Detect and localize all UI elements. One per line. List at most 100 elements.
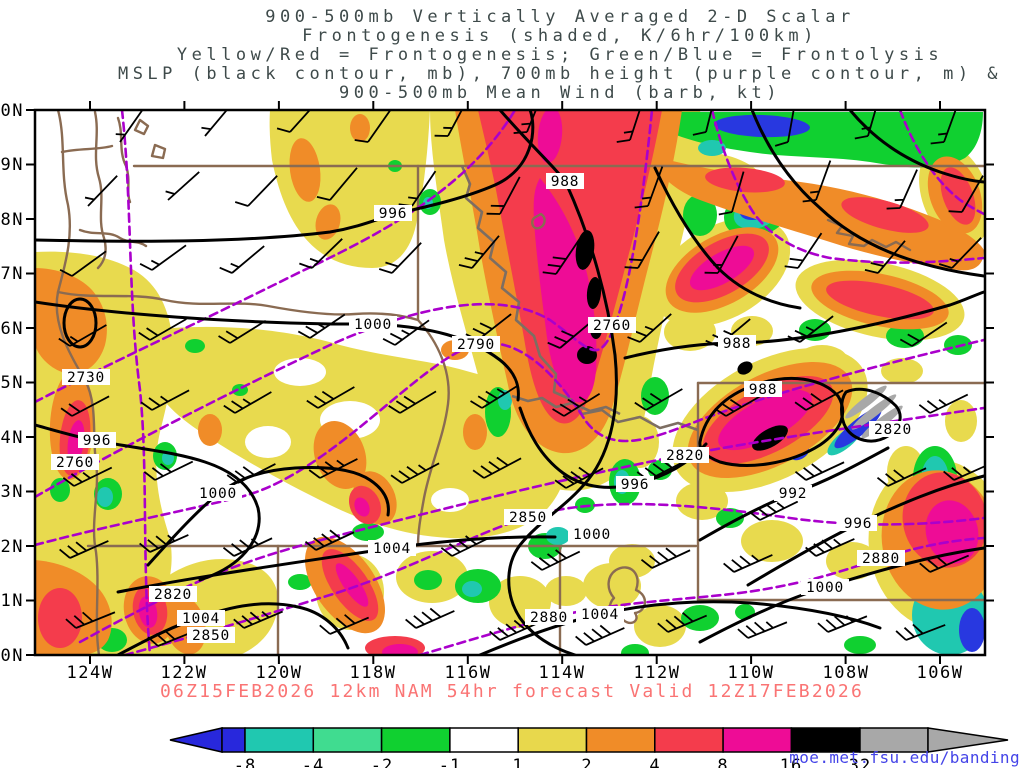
cbar-tick: -4 (302, 756, 324, 768)
mslp-contour-label: 1004 (177, 610, 225, 627)
title-line-2: Frontogenesis (shaded, K/6hr/100km) (302, 26, 818, 46)
lat-label: 48N (0, 210, 24, 230)
lon-label: 108W (823, 663, 870, 683)
mslp-value: 996 (621, 477, 650, 493)
mslp-value: 1000 (573, 527, 611, 543)
longitude-axis-labels: 124W 122W 120W 118W 116W 114W 112W 110W … (67, 663, 964, 683)
forecast-valid-line: 06Z15FEB2026 12km NAM 54hr forecast Vali… (160, 681, 864, 702)
cbar-tick: 4 (649, 756, 660, 768)
colorbar-over-arrow (927, 727, 1009, 753)
cbar-tick: -8 (234, 756, 256, 768)
colorbar-band (380, 727, 451, 753)
frontogenesis-shading (35, 110, 985, 655)
height-value: 2730 (67, 370, 105, 386)
mslp-contour-label: 988 (718, 335, 756, 352)
cbar-tick: -1 (439, 756, 461, 768)
cbar-tick: 1 (512, 756, 523, 768)
colorbar-band (722, 727, 793, 753)
mslp-value: 996 (83, 433, 112, 449)
lat-label: 43N (0, 482, 24, 502)
colorbar-tick-labels: -8 -4 -2 -1 1 2 4 8 16 32 (234, 756, 871, 768)
lon-label: 122W (161, 663, 208, 683)
wind-barb (218, 235, 266, 278)
height-contour-label: 2850 (504, 509, 552, 526)
colorbar-band (517, 727, 588, 753)
lon-label: 120W (256, 663, 303, 683)
height-value: 2760 (56, 455, 94, 471)
mslp-value: 1000 (199, 486, 237, 502)
height-value: 2880 (530, 610, 568, 626)
title-line-4: MSLP (black contour, mb), 700mb height (… (118, 64, 1002, 84)
colorbar-band (244, 727, 315, 753)
lat-label: 47N (0, 264, 24, 284)
mslp-contour-label: 1000 (194, 485, 242, 502)
height-contour-label: 2760 (588, 317, 636, 334)
mslp-value: 1000 (354, 317, 392, 333)
height-contour-label: 2850 (187, 627, 235, 644)
height-contour-labels: 2730 2760 2760 2790 2820 2820 2820 2850 … (51, 317, 917, 644)
title-line-5: 900-500mb Mean Wind (barb, kt) (339, 83, 781, 103)
height-contour-label: 2820 (661, 447, 709, 464)
mslp-value: 992 (779, 486, 808, 502)
lat-label: 45N (0, 373, 24, 393)
height-value: 2880 (862, 551, 900, 567)
height-value: 2790 (457, 337, 495, 353)
height-contour-label: 2880 (525, 609, 573, 626)
colorbar-band (312, 727, 383, 753)
lon-label: 110W (728, 663, 775, 683)
map-frame (26, 101, 994, 664)
mslp-contour-label: 988 (744, 381, 782, 398)
wind-barb (404, 599, 456, 632)
lon-label: 114W (539, 663, 586, 683)
longitude-ticks (89, 101, 941, 664)
puget-sound (93, 110, 107, 270)
mslp-contour-label: 1000 (801, 579, 849, 596)
flathead-lake (531, 212, 546, 230)
mslp-value: 1004 (373, 541, 411, 557)
site-url-link[interactable]: moe.met.fsu.edu/banding (789, 748, 1020, 767)
lon-label: 112W (634, 663, 681, 683)
cbar-tick: -2 (371, 756, 393, 768)
wind-barb (234, 166, 279, 212)
wind-barb (161, 165, 201, 201)
height-value: 2760 (593, 318, 631, 334)
mslp-contour-labels: 988 996 1000 988 988 996 996 1000 992 10… (78, 173, 877, 627)
mslp-contour-label: 1000 (568, 526, 616, 543)
wind-barb (817, 604, 868, 636)
wind-barb (222, 526, 273, 560)
lat-label: 50N (0, 101, 24, 121)
lon-label: 106W (917, 663, 964, 683)
height-value: 2820 (666, 448, 704, 464)
lat-label: 41N (0, 591, 24, 611)
mslp-contour-label: 1000 (349, 316, 397, 333)
latitude-ticks (26, 109, 994, 656)
mslp-value: 996 (379, 206, 408, 222)
cbar-tick: 8 (717, 756, 728, 768)
snake-river-border (416, 318, 450, 548)
mslp-contour-label: 996 (616, 476, 654, 493)
mslp-value: 988 (723, 336, 752, 352)
columbia-river-border (56, 290, 420, 322)
mslp-value: 1004 (581, 607, 619, 623)
mslp-contour-label: 996 (374, 205, 412, 222)
lon-label: 116W (445, 663, 492, 683)
map-title: 900-500mb Vertically Averaged 2-D Scalar… (118, 7, 1002, 103)
lat-label: 44N (0, 428, 24, 448)
height-value: 2820 (874, 422, 912, 438)
border-id-mt-divide (460, 165, 699, 432)
mslp-contour-label: 996 (839, 515, 877, 532)
height-value: 2850 (192, 628, 230, 644)
mslp-value: 996 (844, 516, 873, 532)
wind-barb (197, 110, 233, 137)
latitude-axis-labels: 50N 49N 48N 47N 46N 45N 44N 43N 42N 41N … (0, 101, 24, 666)
colorbar-band (654, 727, 724, 753)
height-contour-label: 2730 (62, 369, 110, 386)
height-contour-label: 2880 (857, 550, 905, 567)
mslp-contour-label: 1004 (368, 540, 416, 557)
height-contour-label: 2790 (452, 336, 500, 353)
lat-label: 46N (0, 319, 24, 339)
cbar-tick: 32 (849, 756, 871, 768)
mslp-contours (35, 110, 985, 655)
